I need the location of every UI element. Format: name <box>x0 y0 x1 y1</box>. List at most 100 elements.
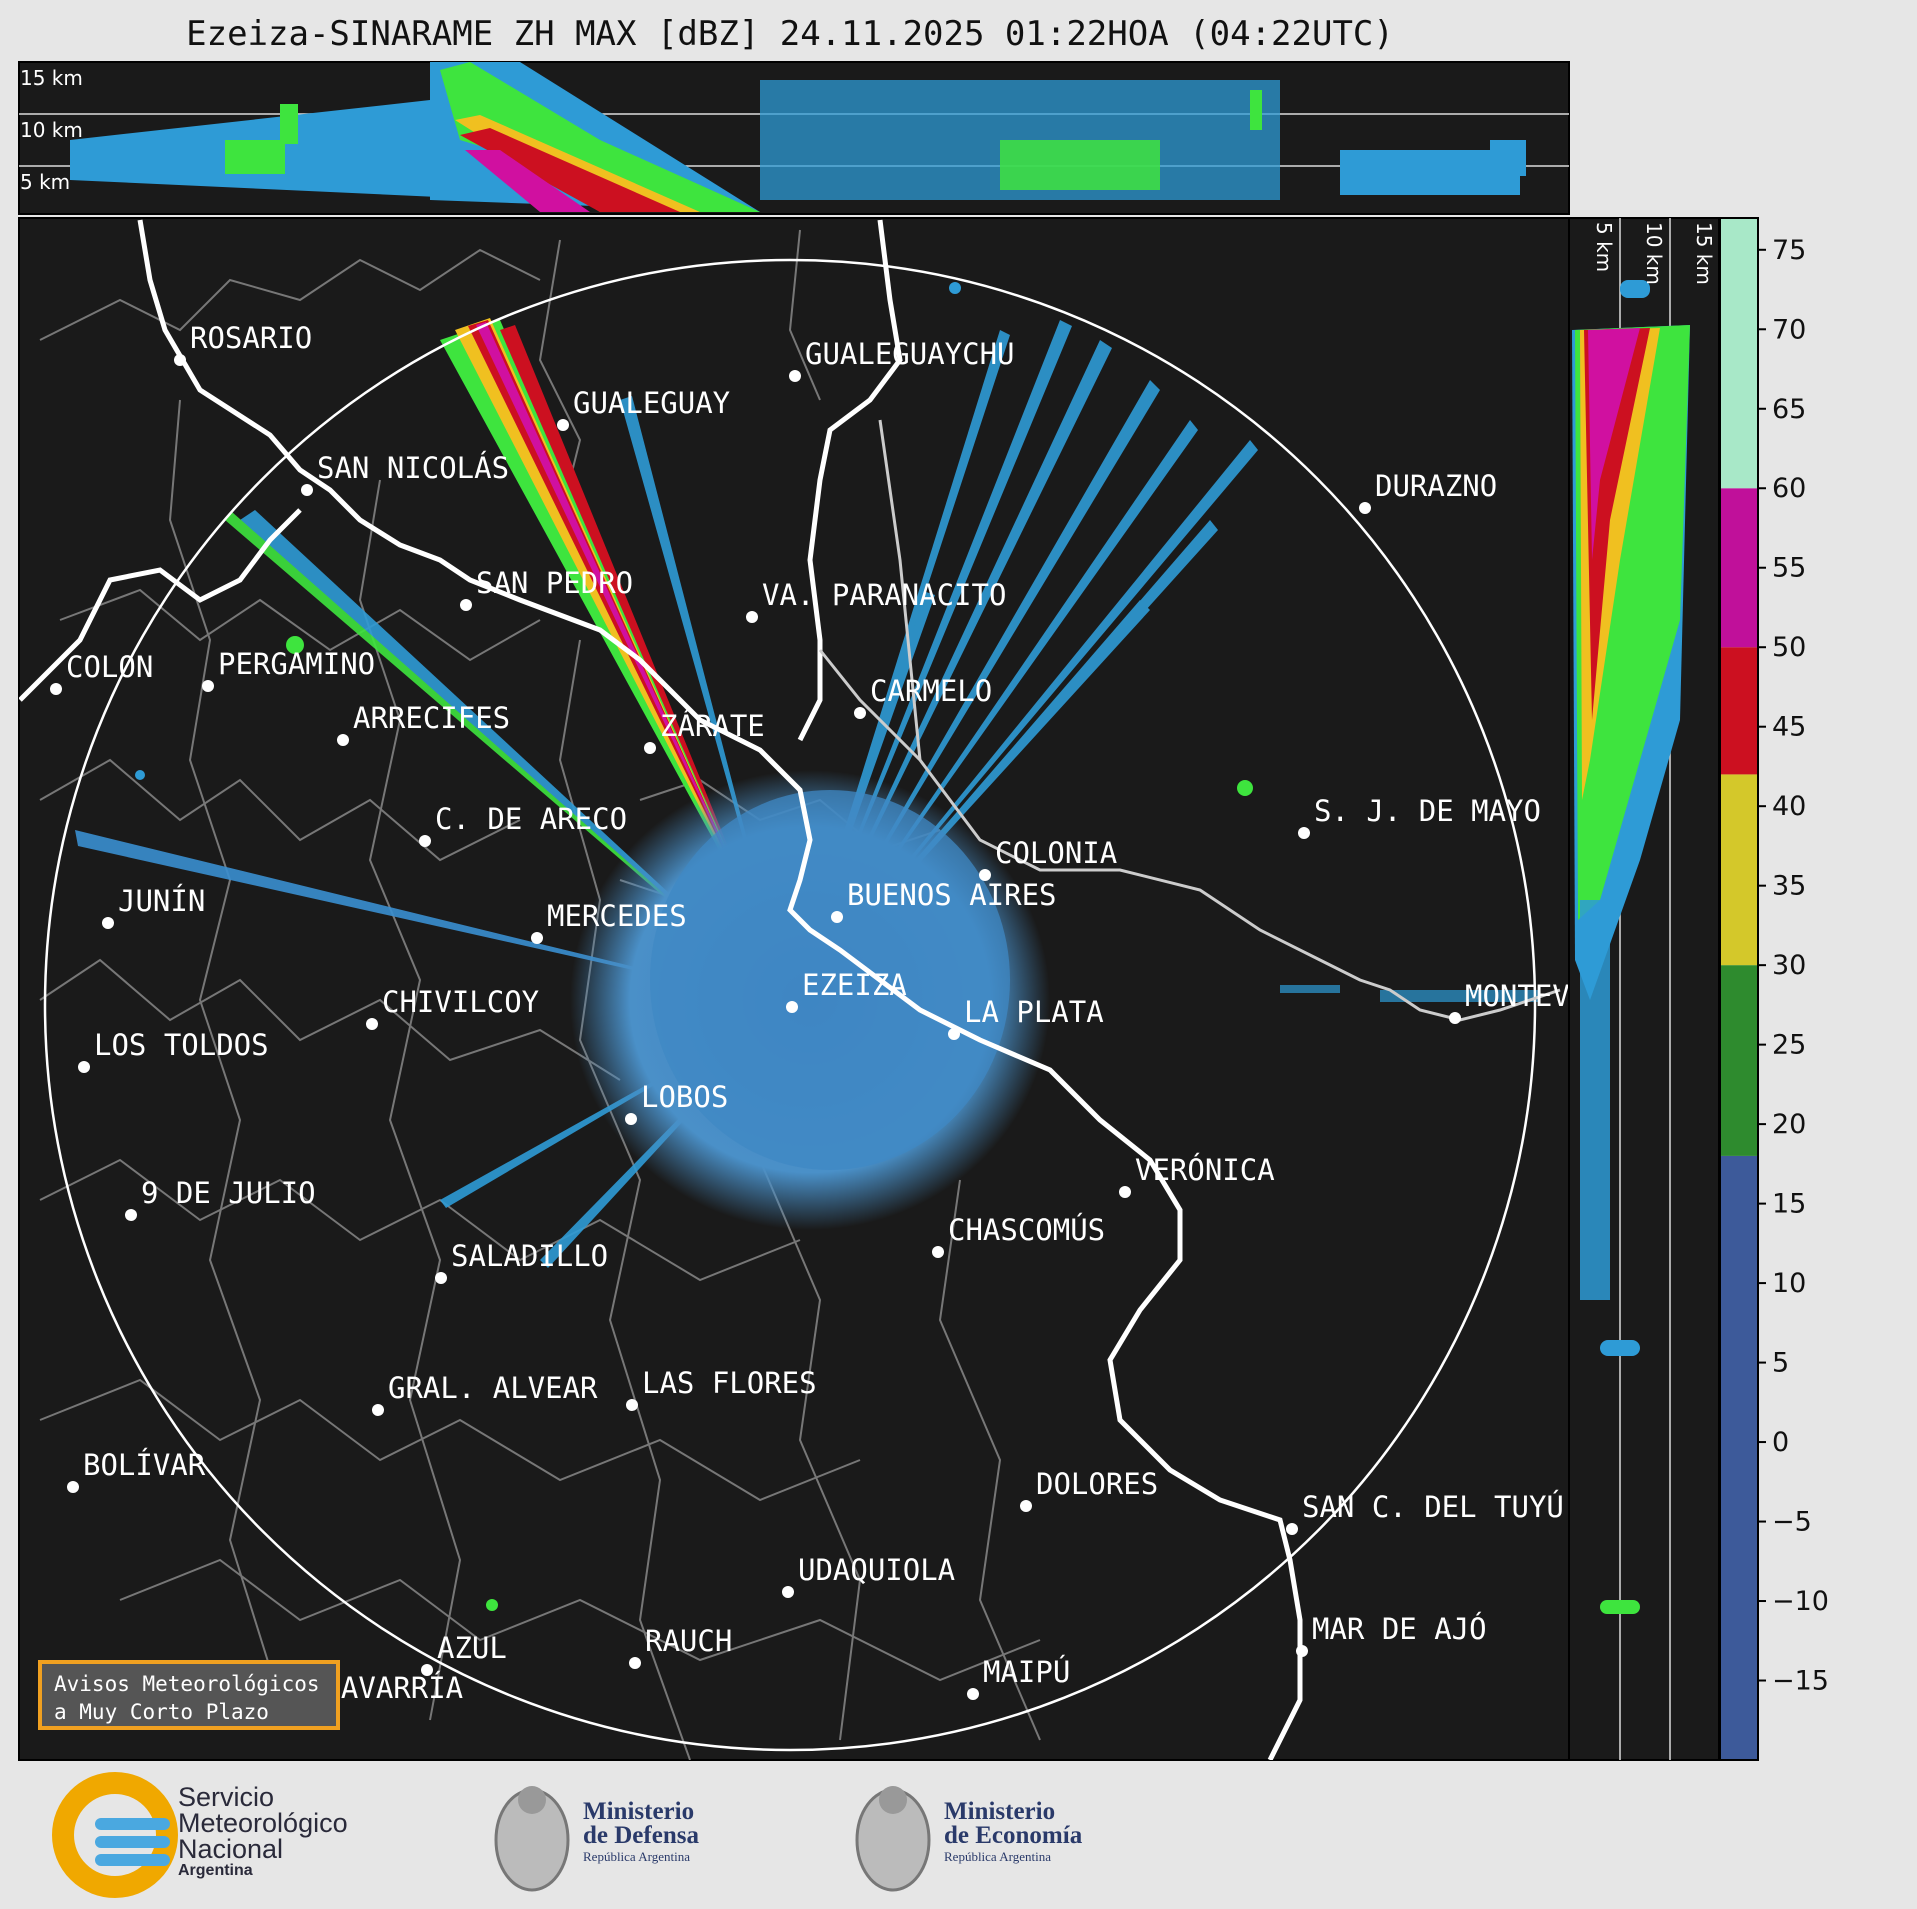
warning-line-2: a Muy Corto Plazo <box>54 1700 269 1724</box>
colorbar-tick-label: 65 <box>1772 394 1806 425</box>
colorbar-band <box>1720 218 1758 489</box>
city-labels: ROSARIO GUALEGUAYCHU GUALEGUAY SAN NICOLÁS D… <box>50 321 1569 1716</box>
colorbar-band <box>1720 965 1758 1156</box>
city-marker <box>782 1586 794 1598</box>
city-marker <box>337 734 349 746</box>
city-marker <box>102 917 114 929</box>
colorbar-tick-label: 0 <box>1772 1427 1789 1458</box>
city-marker <box>1286 1523 1298 1535</box>
warning-line-1: Avisos Meteorológicos <box>54 1672 320 1696</box>
city-marker <box>979 869 991 881</box>
side-10km-label: 10 km <box>1642 222 1666 285</box>
city-marker <box>644 742 656 754</box>
city-marker <box>967 1688 979 1700</box>
city-label: SALADILLO <box>451 1239 608 1273</box>
top-15km-label: 15 km <box>20 66 83 90</box>
city-marker <box>786 1001 798 1013</box>
city-marker <box>125 1209 137 1221</box>
city-marker <box>366 1018 378 1030</box>
colorbar-tick-label: 75 <box>1772 235 1806 266</box>
economia-logo-text: Ministerio de Economía República Argenti… <box>944 1798 1083 1864</box>
footer-logos: Servicio Meteorológico Nacional Argentin… <box>0 1760 1917 1909</box>
colorbar-tick-label: 25 <box>1772 1030 1806 1061</box>
city-label: COLON <box>66 650 153 684</box>
colorbar-tick-label: 15 <box>1772 1189 1806 1220</box>
city-marker <box>1119 1186 1131 1198</box>
colorbar-tick-label: 35 <box>1772 871 1806 902</box>
city-label: LOBOS <box>641 1080 728 1114</box>
colorbar-tick-label: 5 <box>1772 1348 1789 1379</box>
uruguay-coast <box>818 419 1561 1022</box>
city-marker <box>174 354 186 366</box>
city-marker <box>789 370 801 382</box>
city-label: PERGAMINO <box>218 647 375 681</box>
city-label: BUENOS AIRES <box>847 878 1057 912</box>
city-marker <box>435 1272 447 1284</box>
city-label: CARMELO <box>870 674 992 708</box>
city-label: GRAL. ALVEAR <box>388 1371 598 1405</box>
city-label: COLONIA <box>995 836 1117 870</box>
colorbar-tick-label: 20 <box>1772 1109 1806 1140</box>
map-panel: ROSARIO GUALEGUAYCHU GUALEGUAY SAN NICOLÁS D… <box>18 217 1570 1761</box>
city-marker <box>1296 1645 1308 1657</box>
top-10km-label: 10 km <box>20 118 83 142</box>
city-marker <box>460 599 472 611</box>
city-marker <box>419 835 431 847</box>
top-height-panel: 15 km 10 km 5 km <box>18 61 1570 215</box>
city-label: VA. PARANACITO <box>762 578 1006 612</box>
city-label: ZÁRATE <box>660 709 765 743</box>
colorbar-tick-label: 55 <box>1772 553 1806 584</box>
colorbar-band <box>1720 1155 1758 1760</box>
city-label: VERÓNICA <box>1135 1153 1275 1187</box>
city-marker <box>557 419 569 431</box>
city-marker <box>78 1061 90 1073</box>
city-label: CHASCOMÚS <box>948 1213 1105 1247</box>
top-5km-label: 5 km <box>20 170 70 194</box>
city-marker <box>948 1028 960 1040</box>
side-5km-label: 5 km <box>1592 222 1616 272</box>
warning-box[interactable]: Avisos Meteorológicos a Muy Corto Plazo <box>38 1660 340 1730</box>
colorbar-tick-label: 40 <box>1772 791 1806 822</box>
colorbar-tick-label: −15 <box>1772 1666 1829 1697</box>
city-marker <box>831 911 843 923</box>
city-label: GUALEGUAY <box>573 386 730 420</box>
colorbar-band <box>1720 774 1758 966</box>
city-label: GUALEGUAYCHU <box>805 337 1015 371</box>
side-height-panel: 5 km 10 km 15 km <box>1568 217 1720 1761</box>
figure-title: Ezeiza-SINARAME ZH MAX [dBZ] 24.11.2025 … <box>186 14 1394 54</box>
city-marker <box>625 1113 637 1125</box>
city-label: MAR DE AJÓ <box>1312 1612 1487 1646</box>
city-label: S. J. DE MAYO <box>1314 794 1541 828</box>
city-label: LA PLATA <box>964 995 1104 1029</box>
city-label: MAIPÚ <box>983 1655 1070 1689</box>
colorbar-band <box>1720 488 1758 648</box>
city-label: ARRECIFES <box>353 701 510 735</box>
city-label: RAUCH <box>645 1624 732 1658</box>
city-marker <box>372 1404 384 1416</box>
city-marker <box>1298 827 1310 839</box>
colorbar-tick-label: 50 <box>1772 632 1806 663</box>
city-marker <box>67 1481 79 1493</box>
colorbar-band <box>1720 647 1758 775</box>
smn-logo-text: Servicio Meteorológico Nacional Argentin… <box>178 1782 348 1880</box>
city-label: CHIVILCOY <box>382 985 539 1019</box>
city-label: SAN C. DEL TUYÚ <box>1302 1490 1564 1524</box>
city-label: DURAZNO <box>1375 469 1497 503</box>
city-marker <box>301 484 313 496</box>
city-label: EZEIZA <box>802 968 907 1002</box>
defensa-logo-text: Ministerio de Defensa República Argentin… <box>583 1798 699 1864</box>
colorbar-tick-label: 60 <box>1772 473 1806 504</box>
logo-shapes <box>52 1772 931 1898</box>
city-label: DOLORES <box>1036 1467 1158 1501</box>
city-marker <box>629 1657 641 1669</box>
city-marker <box>1449 1012 1461 1024</box>
city-marker <box>421 1664 433 1676</box>
city-label: LAS FLORES <box>642 1366 817 1400</box>
city-label: SAN NICOLÁS <box>317 451 509 485</box>
city-marker <box>854 707 866 719</box>
side-15km-label: 15 km <box>1692 222 1716 285</box>
colorbar-tick-label: 10 <box>1772 1268 1806 1299</box>
city-marker <box>932 1246 944 1258</box>
